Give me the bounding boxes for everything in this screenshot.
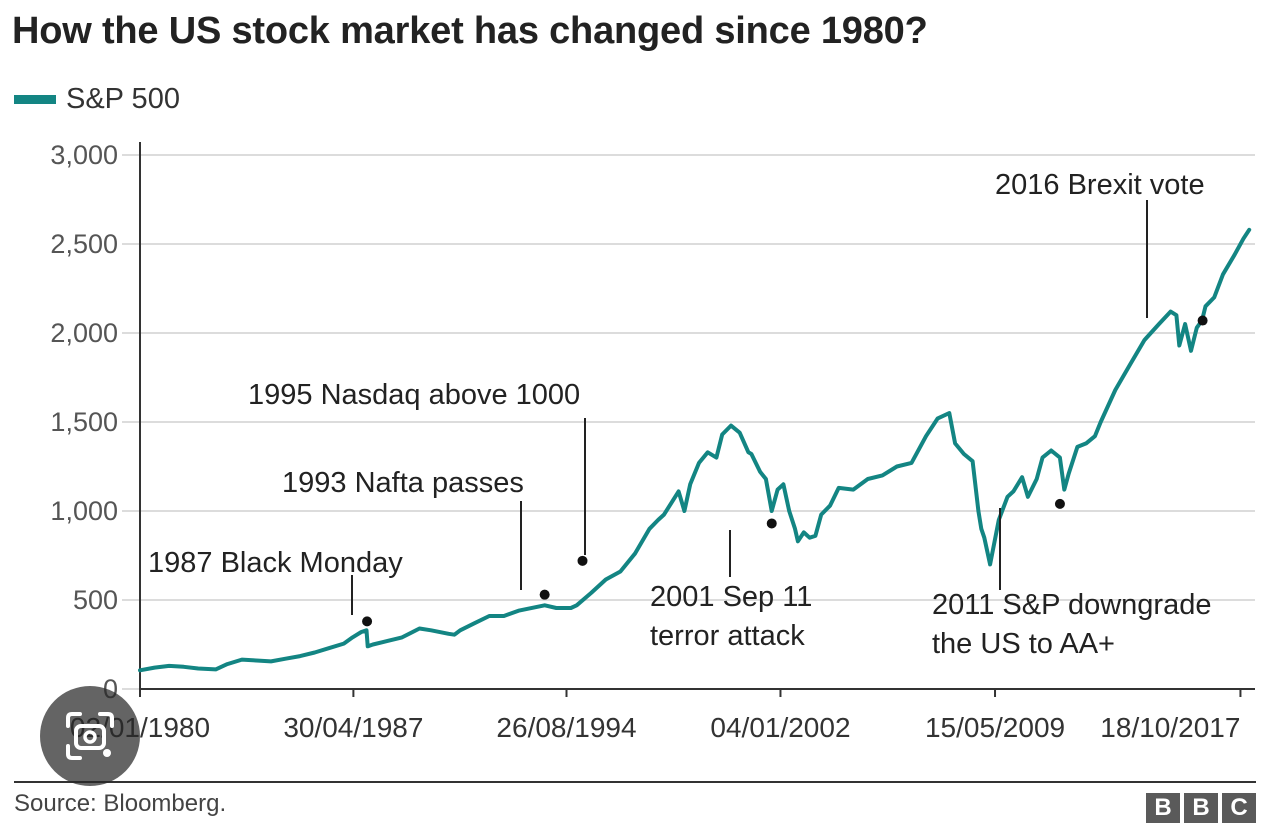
x-tick-label: 26/08/1994 xyxy=(496,712,636,743)
x-tick-label: 15/05/2009 xyxy=(925,712,1065,743)
bbc-logo-letter: B xyxy=(1184,793,1218,823)
annotation-label: the US to AA+ xyxy=(932,628,1115,660)
annotation-marker xyxy=(766,518,777,529)
annotations: 1987 Black Monday 1993 Nafta passes 1995 N… xyxy=(148,169,1211,660)
y-tick-label: 2,500 xyxy=(50,229,118,259)
annotation-marker xyxy=(539,589,550,600)
y-tick-label: 3,000 xyxy=(50,140,118,170)
camera-lens-icon[interactable] xyxy=(40,686,140,786)
series-line xyxy=(138,227,1252,673)
bbc-logo-letter: B xyxy=(1146,793,1180,823)
annotation-label: terror attack xyxy=(650,620,805,652)
y-tick-label: 2,000 xyxy=(50,318,118,348)
series-layer xyxy=(138,227,1252,673)
gridlines xyxy=(122,154,1255,690)
bbc-logo-letter: C xyxy=(1222,793,1256,823)
bbc-logo: B B C xyxy=(1146,793,1256,823)
annotation-label: 1995 Nasdaq above 1000 xyxy=(248,379,580,411)
x-tick-label: 18/10/2017 xyxy=(1100,712,1240,743)
annotation-label: 2011 S&P downgrade xyxy=(932,589,1211,621)
legend-label: S&P 500 xyxy=(66,82,180,115)
annotation-marker xyxy=(1054,498,1065,509)
x-tick-label: 04/01/2002 xyxy=(710,712,850,743)
chart-title: How the US stock market has changed sinc… xyxy=(12,10,928,52)
legend-swatch xyxy=(14,94,56,104)
annotation-label: 1987 Black Monday xyxy=(148,547,403,579)
y-tick-label: 500 xyxy=(73,585,118,615)
camera-lens-glyph xyxy=(66,712,114,760)
annotation-label: 1993 Nafta passes xyxy=(282,467,524,499)
legend: S&P 500 xyxy=(14,82,180,116)
y-tick-label: 1,500 xyxy=(50,407,118,437)
footer-divider xyxy=(14,781,1256,783)
y-tick-label: 1,000 xyxy=(50,496,118,526)
x-tick-label: 30/04/1987 xyxy=(283,712,423,743)
annotation-marker xyxy=(1197,315,1208,326)
annotation-label: 2016 Brexit vote xyxy=(995,169,1205,201)
annotation-marker xyxy=(577,555,588,566)
annotation-label: 2001 Sep 11 xyxy=(650,581,812,613)
source-note: Source: Bloomberg. xyxy=(14,790,227,817)
annotation-marker xyxy=(362,616,373,627)
